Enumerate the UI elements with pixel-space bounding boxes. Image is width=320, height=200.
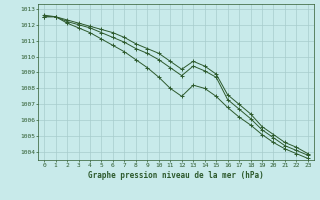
X-axis label: Graphe pression niveau de la mer (hPa): Graphe pression niveau de la mer (hPa) (88, 171, 264, 180)
